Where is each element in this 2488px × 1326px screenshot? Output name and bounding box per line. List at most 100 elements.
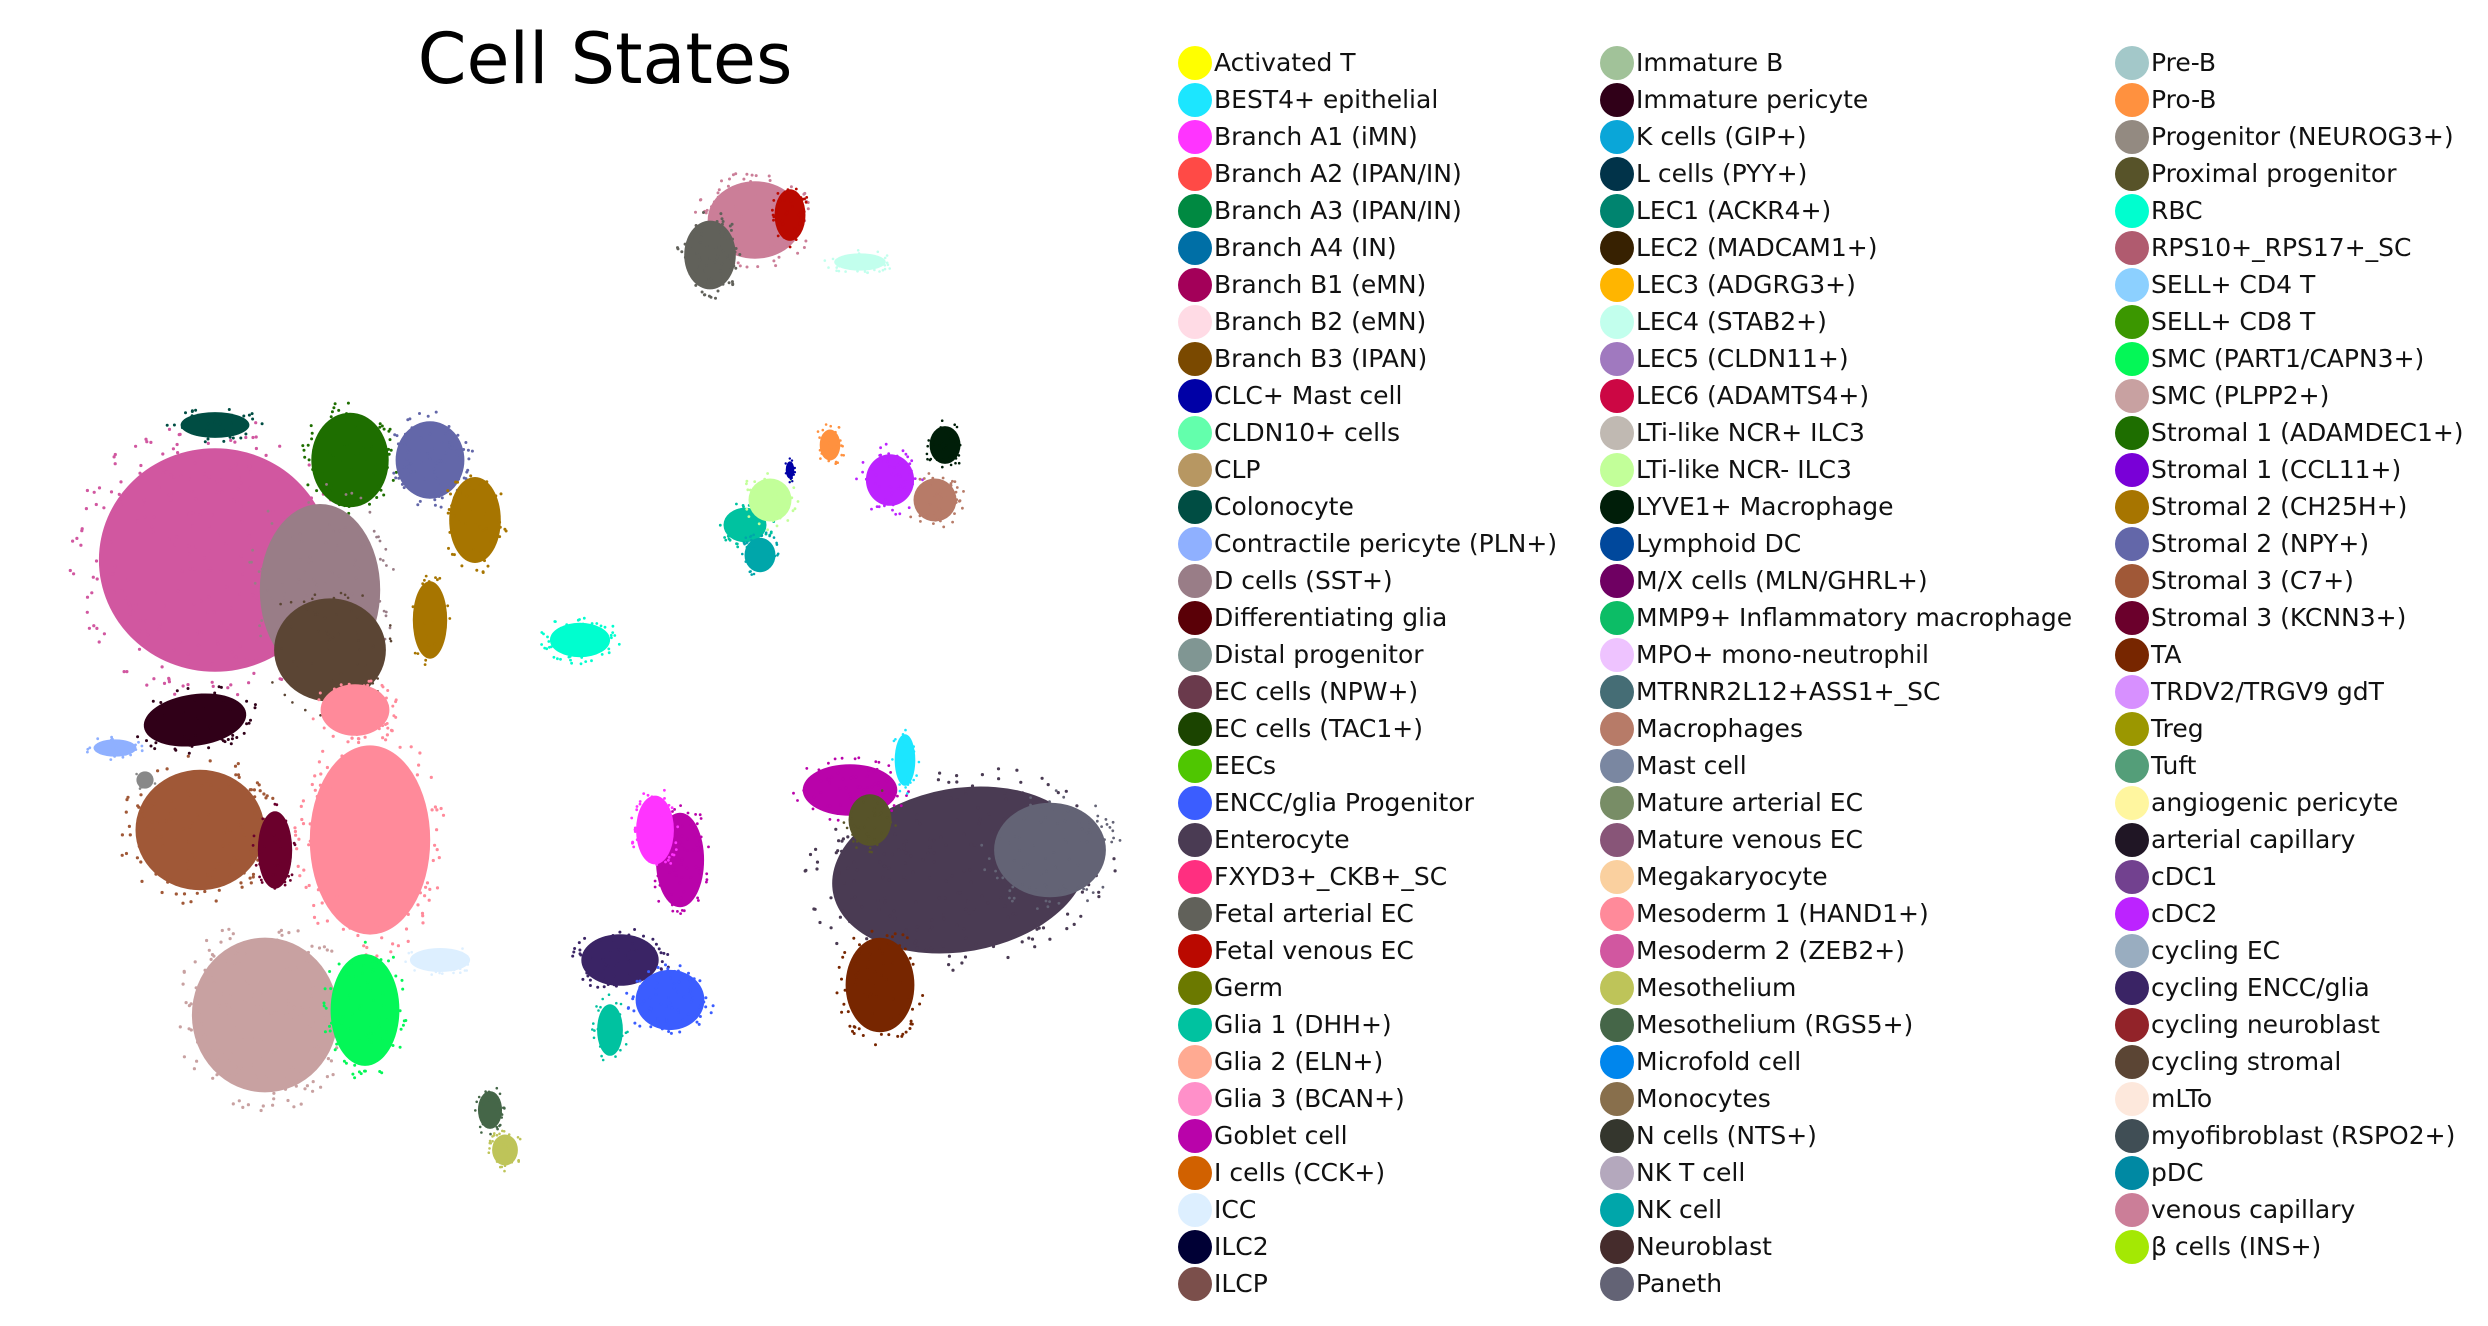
legend-marker bbox=[1600, 971, 1634, 1005]
legend-label: Goblet cell bbox=[1214, 1121, 1348, 1150]
legend-label: NK cell bbox=[1636, 1195, 1723, 1224]
legend-item: LEC2 (MADCAM1+) bbox=[1600, 230, 1877, 266]
legend-marker bbox=[1178, 786, 1212, 820]
legend-item: Stromal 2 (CH25H+) bbox=[2115, 489, 2407, 525]
legend-marker bbox=[1178, 860, 1212, 894]
cluster bbox=[784, 457, 797, 484]
cluster bbox=[322, 940, 408, 1080]
legend-label: EC cells (NPW+) bbox=[1214, 677, 1419, 706]
cluster bbox=[816, 423, 845, 466]
legend-marker bbox=[2115, 712, 2149, 746]
legend-item: cDC2 bbox=[2115, 896, 2217, 932]
legend-marker bbox=[1178, 453, 1212, 487]
legend-marker bbox=[1178, 157, 1212, 191]
legend-label: Germ bbox=[1214, 973, 1283, 1002]
cluster-core bbox=[865, 454, 915, 506]
cluster-core bbox=[409, 947, 471, 973]
legend-item: Pro-B bbox=[2115, 82, 2216, 118]
legend-label: Stromal 2 (NPY+) bbox=[2151, 529, 2370, 558]
legend-item: Stromal 3 (C7+) bbox=[2115, 563, 2354, 599]
cluster bbox=[891, 728, 921, 795]
legend-item: Branch A4 (IN) bbox=[1178, 230, 1397, 266]
legend-item: SELL+ CD4 T bbox=[2115, 267, 2315, 303]
legend-item: β cells (INS+) bbox=[2115, 1229, 2321, 1265]
legend-item: Branch B3 (IPAN) bbox=[1178, 341, 1427, 377]
legend-label: CLC+ Mast cell bbox=[1214, 381, 1403, 410]
legend-item: Stromal 3 (KCNN3+) bbox=[2115, 600, 2406, 636]
legend-item: EC cells (NPW+) bbox=[1178, 674, 1418, 710]
legend-marker bbox=[2115, 638, 2149, 672]
legend-item: LEC6 (ADAMTS4+) bbox=[1600, 378, 1869, 414]
legend-label: LEC1 (ACKR4+) bbox=[1636, 196, 1832, 225]
legend-item: cycling EC bbox=[2115, 933, 2280, 969]
legend-label: Neuroblast bbox=[1636, 1232, 1772, 1261]
cluster-core bbox=[894, 734, 916, 786]
legend-label: SMC (PLPP2+) bbox=[2151, 381, 2330, 410]
legend-marker bbox=[1600, 268, 1634, 302]
cluster bbox=[165, 408, 264, 444]
cluster-core bbox=[180, 412, 250, 438]
legend-label: Pre-B bbox=[2151, 48, 2217, 77]
legend-label: ENCC/glia Progenitor bbox=[1214, 788, 1474, 817]
legend-marker bbox=[1600, 379, 1634, 413]
legend-label: pDC bbox=[2151, 1158, 2204, 1187]
legend-marker bbox=[1178, 194, 1212, 228]
legend-label: LTi-like NCR- ILC3 bbox=[1636, 455, 1852, 484]
legend-label: mLTo bbox=[2151, 1084, 2213, 1113]
legend-marker bbox=[2115, 46, 2149, 80]
cluster-core bbox=[834, 253, 886, 271]
legend-label: Mast cell bbox=[1636, 751, 1747, 780]
legend-item: Proximal progenitor bbox=[2115, 156, 2397, 192]
legend-item: Activated T bbox=[1178, 45, 1356, 81]
legend-item: cycling ENCC/glia bbox=[2115, 970, 2370, 1006]
legend-marker bbox=[1600, 83, 1634, 117]
legend-marker bbox=[1178, 83, 1212, 117]
legend-label: Stromal 3 (KCNN3+) bbox=[2151, 603, 2407, 632]
legend-label: TA bbox=[2151, 640, 2182, 669]
legend-label: Pro-B bbox=[2151, 85, 2217, 114]
legend-marker bbox=[1600, 638, 1634, 672]
cluster-core bbox=[913, 478, 957, 522]
legend-marker bbox=[2115, 194, 2149, 228]
legend-item: Goblet cell bbox=[1178, 1118, 1348, 1154]
cluster bbox=[676, 211, 742, 300]
legend-item: ILC2 bbox=[1178, 1229, 1269, 1265]
legend-marker bbox=[2115, 1082, 2149, 1116]
legend-marker bbox=[1600, 860, 1634, 894]
legend-marker bbox=[2115, 120, 2149, 154]
legend-marker bbox=[2115, 1119, 2149, 1153]
legend-label: Branch A2 (IPAN/IN) bbox=[1214, 159, 1462, 188]
cluster bbox=[311, 679, 398, 741]
cluster bbox=[591, 993, 629, 1062]
legend-item: Neuroblast bbox=[1600, 1229, 1772, 1265]
legend-item: Treg bbox=[2115, 711, 2204, 747]
cluster bbox=[301, 401, 398, 517]
legend-label: Branch A3 (IPAN/IN) bbox=[1214, 196, 1462, 225]
legend-label: Stromal 2 (CH25H+) bbox=[2151, 492, 2408, 521]
legend-label: Stromal 3 (C7+) bbox=[2151, 566, 2354, 595]
legend-item: Germ bbox=[1178, 970, 1283, 1006]
cluster bbox=[823, 249, 891, 275]
legend-item: LTi-like NCR+ ILC3 bbox=[1600, 415, 1865, 451]
legend-marker bbox=[1600, 934, 1634, 968]
legend-label: Mesoderm 2 (ZEB2+) bbox=[1636, 936, 1905, 965]
legend-item: Paneth bbox=[1600, 1266, 1722, 1302]
cluster bbox=[178, 927, 353, 1113]
cluster bbox=[835, 929, 925, 1047]
legend-label: cycling neuroblast bbox=[2151, 1010, 2380, 1039]
legend-marker bbox=[1600, 527, 1634, 561]
legend-label: angiogenic pericyte bbox=[2151, 788, 2399, 817]
legend-item: CLDN10+ cells bbox=[1178, 415, 1400, 451]
legend-marker bbox=[1178, 527, 1212, 561]
legend-label: Mature arterial EC bbox=[1636, 788, 1864, 817]
cluster-core bbox=[774, 189, 806, 241]
legend-label: L cells (PYY+) bbox=[1636, 159, 1808, 188]
legend-label: Treg bbox=[2151, 714, 2204, 743]
legend-marker bbox=[1178, 1193, 1212, 1227]
legend-item: SMC (PLPP2+) bbox=[2115, 378, 2329, 414]
legend-item: CLP bbox=[1178, 452, 1260, 488]
legend-item: Glia 3 (BCAN+) bbox=[1178, 1081, 1405, 1117]
legend-label: Contractile pericyte (PLN+) bbox=[1214, 529, 1558, 558]
legend-label: LEC3 (ADGRG3+) bbox=[1636, 270, 1856, 299]
chart-title: Cell States bbox=[417, 18, 793, 100]
